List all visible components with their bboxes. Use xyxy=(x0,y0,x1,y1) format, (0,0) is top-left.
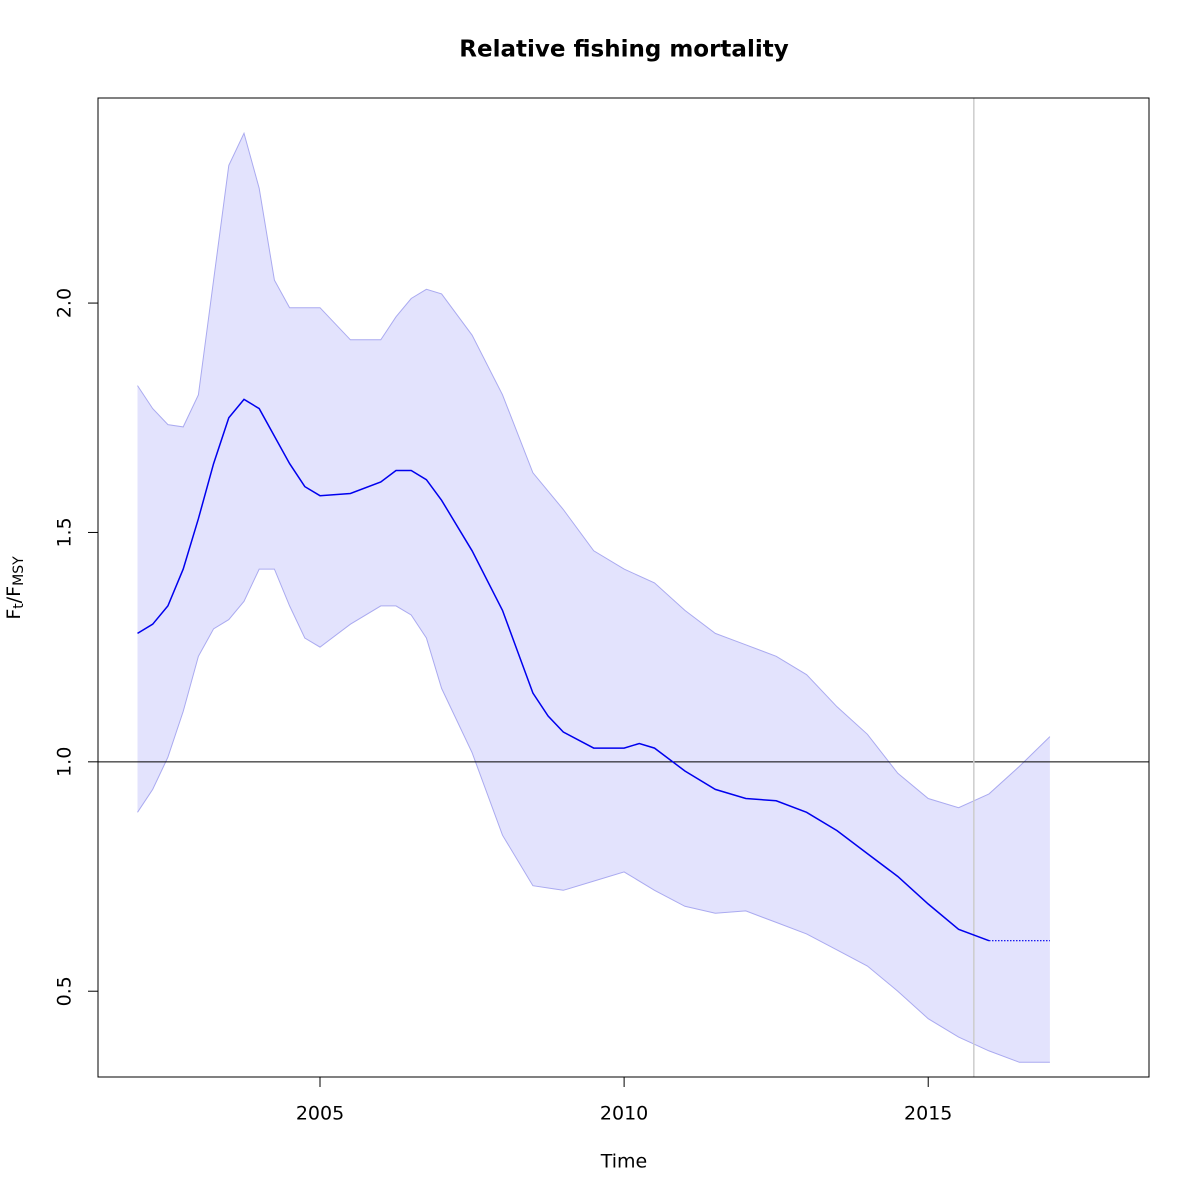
x-tick-label: 2005 xyxy=(296,1103,344,1125)
y-tick-label: 0.5 xyxy=(54,976,76,1006)
x-axis-label: Time xyxy=(600,1151,648,1173)
y-tick-label: 1.5 xyxy=(54,517,76,547)
y-label-part: F xyxy=(3,609,25,620)
x-tick-label: 2015 xyxy=(904,1103,952,1125)
y-axis-label: Ft/FMSY xyxy=(3,556,28,620)
y-label-part: /F xyxy=(3,586,25,603)
y-label-part: t xyxy=(11,603,27,609)
band-upper xyxy=(137,131,1051,809)
chart-title: Relative fishing mortality xyxy=(459,37,788,63)
plot-frame xyxy=(97,97,1150,1078)
confidence-band xyxy=(137,133,1050,1063)
band-lower xyxy=(137,568,1050,1063)
estimate-line xyxy=(137,398,990,942)
y-tick-label: 1.0 xyxy=(54,747,76,777)
y-tick-label: 2.0 xyxy=(54,288,76,318)
y-label-part: MSY xyxy=(11,556,27,586)
x-tick-label: 2010 xyxy=(600,1103,648,1125)
